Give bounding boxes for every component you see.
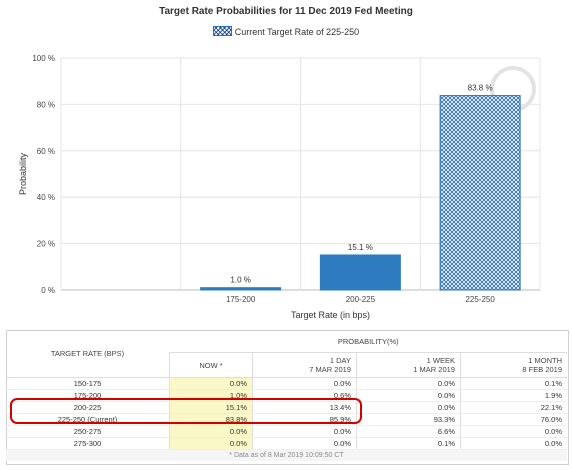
probability-cell: 0.1% (460, 377, 567, 390)
probability-cell: 15.1% (169, 401, 253, 414)
y-axis-label: Probability (18, 152, 28, 195)
col-header-line2: 7 MAR 2019 (309, 365, 351, 374)
probability-cell: 0.0% (460, 425, 567, 438)
col-header-line1: 1 MONTH (528, 356, 562, 365)
probability-group-header: PROBABILITY(%) (169, 330, 567, 353)
legend[interactable]: Current Target Rate of 225-250 (0, 26, 572, 37)
probability-cell: 0.0% (356, 401, 461, 414)
y-tick-label: 100 % (32, 54, 55, 63)
probability-table: TARGET RATE (BPS) PROBABILITY(%) NOW * 1 … (6, 330, 567, 461)
one-month-col-header[interactable]: 1 MONTH 8 FEB 2019 (460, 352, 567, 378)
probability-cell: 0.0% (252, 425, 357, 438)
table-row: 250-275 0.0% 0.0% 6.6% 0.0% (6, 425, 567, 438)
table-row: 275-300 0.0% 0.0% 0.1% 0.0% (6, 437, 567, 450)
y-tick-label: 0 % (41, 286, 55, 295)
bar (439, 95, 521, 291)
col-header-line2: 8 FEB 2019 (522, 365, 562, 374)
one-day-col-header[interactable]: 1 DAY 7 MAR 2019 (252, 352, 357, 378)
col-header-line1: 1 DAY (329, 356, 351, 365)
bar-data-label: 83.8 % (468, 84, 493, 93)
probability-cell: 6.6% (356, 425, 461, 438)
now-col-header[interactable]: NOW * (169, 352, 253, 378)
probability-cell: 0.0% (169, 425, 253, 438)
probability-bar-chart: 0 % 20 % 40 % 60 % 80 % 100 % Probability Targe… (18, 54, 541, 320)
probability-cell: 0.0% (252, 377, 357, 390)
legend-label: Current Target Rate of 225-250 (234, 27, 360, 37)
x-tick-label: 225-250 (465, 295, 495, 304)
y-tick-label: 40 % (37, 193, 55, 202)
highlight-annotation (10, 398, 362, 424)
probability-cell: 76.0% (460, 413, 567, 426)
y-tick-label: 80 % (37, 100, 55, 109)
probability-cell: 0.0% (356, 377, 461, 390)
col-header-line1: 1 WEEK (426, 356, 455, 365)
probability-cell: 0.1% (356, 437, 461, 450)
probability-cell: 0.0% (252, 437, 357, 450)
target-rate-cell: 275-300 (6, 437, 170, 450)
probability-cell: 93.3% (356, 413, 461, 426)
footnote: * Data as of 8 Mar 2019 10:09:50 CT (6, 449, 567, 461)
legend-pattern-swatch (212, 26, 232, 36)
probability-cell: 13.4% (252, 401, 357, 414)
probability-cell: 0.0% (169, 437, 253, 450)
target-rate-header: TARGET RATE (BPS) (6, 330, 170, 378)
y-tick-label: 20 % (37, 240, 55, 249)
target-rate-cell: 250-275 (6, 425, 170, 438)
probability-cell: 0.0% (356, 389, 461, 402)
col-header-line1: NOW * (199, 360, 223, 370)
target-rate-cell: 150-175 (6, 377, 170, 390)
probability-cell: 1.9% (460, 389, 567, 402)
bar-data-label: 1.0 % (230, 276, 250, 285)
table-row: 150-175 0.0% 0.0% 0.0% 0.1% (6, 377, 567, 390)
chart-title: Target Rate Probabilities for 11 Dec 201… (159, 6, 413, 17)
probability-cell: 0.0% (460, 437, 567, 450)
col-header-line2: 1 MAR 2019 (413, 365, 455, 374)
bar-data-label: 15.1 % (348, 243, 373, 252)
y-tick-label: 60 % (37, 147, 55, 156)
bar (319, 254, 401, 291)
probability-cell: 22.1% (460, 401, 567, 414)
one-week-col-header[interactable]: 1 WEEK 1 MAR 2019 (356, 352, 461, 378)
probability-cell: 0.0% (169, 377, 253, 390)
bar (200, 287, 282, 291)
x-axis-label: Target Rate (in bps) (291, 310, 370, 320)
table-row: 200-225 15.1% 13.4% 0.0% 22.1% (6, 401, 567, 414)
x-tick-label: 200-225 (346, 295, 376, 304)
x-tick-label: 175-200 (226, 295, 256, 304)
